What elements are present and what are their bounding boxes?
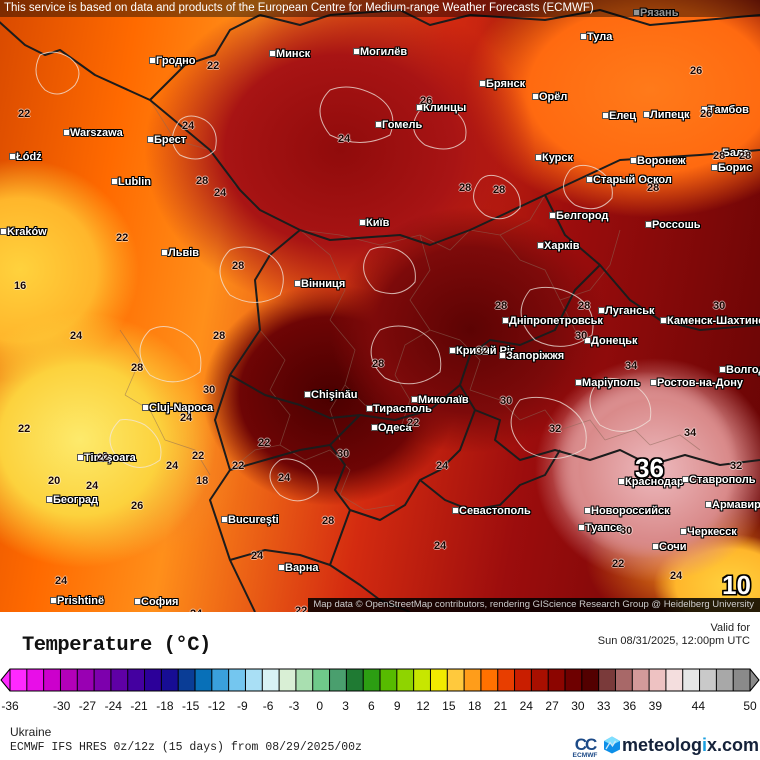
svg-text:ECMWF: ECMWF <box>573 752 598 758</box>
